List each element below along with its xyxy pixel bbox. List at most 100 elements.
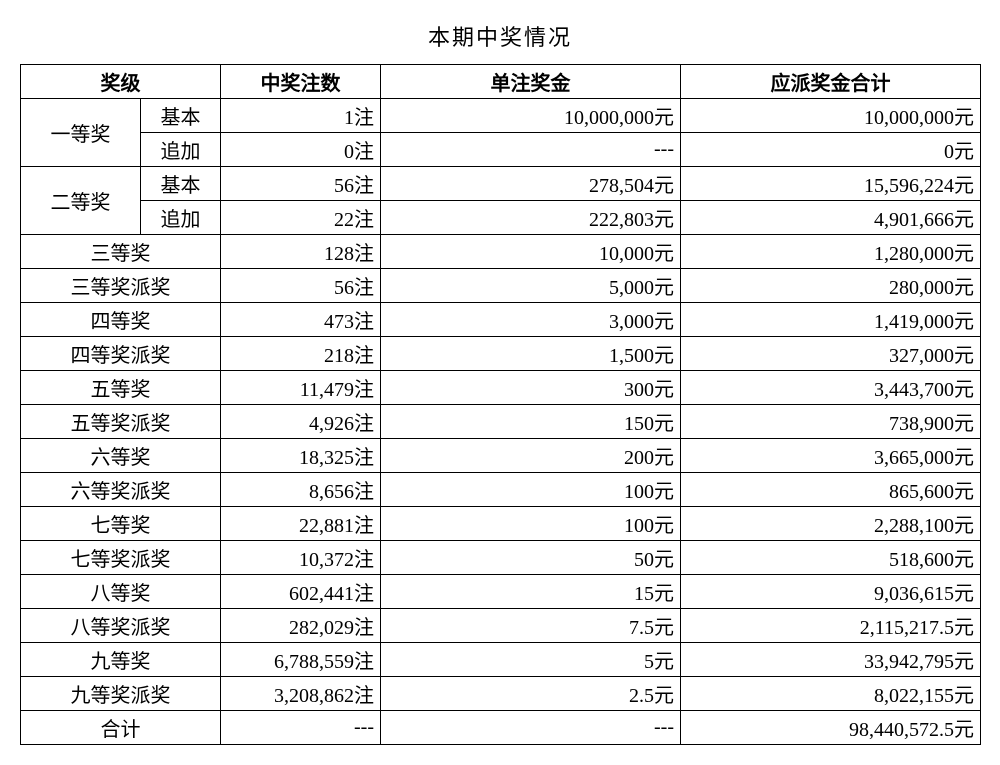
cell-unit: 5,000元 bbox=[381, 269, 681, 303]
cell-total: 9,036,615元 bbox=[681, 575, 981, 609]
table-row: 二等奖 基本 56注 278,504元 15,596,224元 bbox=[21, 167, 981, 201]
cell-total: 518,600元 bbox=[681, 541, 981, 575]
cell-total: 738,900元 bbox=[681, 405, 981, 439]
cell-count: 18,325注 bbox=[221, 439, 381, 473]
table-row: 六等奖 18,325注 200元 3,665,000元 bbox=[21, 439, 981, 473]
table-row: 三等奖派奖 56注 5,000元 280,000元 bbox=[21, 269, 981, 303]
cell-total: 98,440,572.5元 bbox=[681, 711, 981, 745]
level-basic: 基本 bbox=[141, 167, 221, 201]
cell-unit: 5元 bbox=[381, 643, 681, 677]
cell-count: --- bbox=[221, 711, 381, 745]
cell-total: 33,942,795元 bbox=[681, 643, 981, 677]
cell-level: 七等奖 bbox=[21, 507, 221, 541]
cell-unit: 150元 bbox=[381, 405, 681, 439]
cell-level: 合计 bbox=[21, 711, 221, 745]
cell-level: 五等奖派奖 bbox=[21, 405, 221, 439]
cell-count: 10,372注 bbox=[221, 541, 381, 575]
cell-total: 327,000元 bbox=[681, 337, 981, 371]
cell-unit: 10,000元 bbox=[381, 235, 681, 269]
cell-level: 三等奖派奖 bbox=[21, 269, 221, 303]
cell-total: 1,280,000元 bbox=[681, 235, 981, 269]
table-row: 六等奖派奖 8,656注 100元 865,600元 bbox=[21, 473, 981, 507]
cell-unit: 100元 bbox=[381, 507, 681, 541]
cell-unit: 15元 bbox=[381, 575, 681, 609]
cell-total: 2,288,100元 bbox=[681, 507, 981, 541]
cell-count: 3,208,862注 bbox=[221, 677, 381, 711]
table-row: 五等奖派奖 4,926注 150元 738,900元 bbox=[21, 405, 981, 439]
table-row: 追加 0注 --- 0元 bbox=[21, 133, 981, 167]
cell-total: 4,901,666元 bbox=[681, 201, 981, 235]
cell-unit: 300元 bbox=[381, 371, 681, 405]
table-row: 七等奖 22,881注 100元 2,288,100元 bbox=[21, 507, 981, 541]
table-row: 七等奖派奖 10,372注 50元 518,600元 bbox=[21, 541, 981, 575]
cell-unit: 2.5元 bbox=[381, 677, 681, 711]
cell-count: 11,479注 bbox=[221, 371, 381, 405]
table-row: 五等奖 11,479注 300元 3,443,700元 bbox=[21, 371, 981, 405]
page-title: 本期中奖情况 bbox=[20, 20, 980, 52]
cell-unit: 278,504元 bbox=[381, 167, 681, 201]
table-row: 四等奖派奖 218注 1,500元 327,000元 bbox=[21, 337, 981, 371]
table-row: 追加 22注 222,803元 4,901,666元 bbox=[21, 201, 981, 235]
cell-total: 8,022,155元 bbox=[681, 677, 981, 711]
cell-level: 五等奖 bbox=[21, 371, 221, 405]
header-level: 奖级 bbox=[21, 65, 221, 99]
cell-count: 56注 bbox=[221, 269, 381, 303]
cell-count: 22,881注 bbox=[221, 507, 381, 541]
cell-count: 282,029注 bbox=[221, 609, 381, 643]
cell-count: 128注 bbox=[221, 235, 381, 269]
cell-unit: 7.5元 bbox=[381, 609, 681, 643]
cell-level: 七等奖派奖 bbox=[21, 541, 221, 575]
table-row: 九等奖 6,788,559注 5元 33,942,795元 bbox=[21, 643, 981, 677]
cell-level: 四等奖 bbox=[21, 303, 221, 337]
cell-total: 3,665,000元 bbox=[681, 439, 981, 473]
cell-total: 15,596,224元 bbox=[681, 167, 981, 201]
cell-count: 602,441注 bbox=[221, 575, 381, 609]
cell-count: 473注 bbox=[221, 303, 381, 337]
cell-unit: --- bbox=[381, 133, 681, 167]
header-count: 中奖注数 bbox=[221, 65, 381, 99]
header-total: 应派奖金合计 bbox=[681, 65, 981, 99]
cell-level: 八等奖 bbox=[21, 575, 221, 609]
prize-table: 奖级 中奖注数 单注奖金 应派奖金合计 一等奖 基本 1注 10,000,000… bbox=[20, 64, 981, 745]
cell-level: 三等奖 bbox=[21, 235, 221, 269]
cell-unit: 200元 bbox=[381, 439, 681, 473]
cell-total: 1,419,000元 bbox=[681, 303, 981, 337]
cell-level: 四等奖派奖 bbox=[21, 337, 221, 371]
cell-unit: 10,000,000元 bbox=[381, 99, 681, 133]
level-basic: 基本 bbox=[141, 99, 221, 133]
level-add: 追加 bbox=[141, 201, 221, 235]
header-unit: 单注奖金 bbox=[381, 65, 681, 99]
level-add: 追加 bbox=[141, 133, 221, 167]
cell-unit: 3,000元 bbox=[381, 303, 681, 337]
level-first: 一等奖 bbox=[21, 99, 141, 167]
cell-total: 10,000,000元 bbox=[681, 99, 981, 133]
cell-unit: 1,500元 bbox=[381, 337, 681, 371]
cell-total: 3,443,700元 bbox=[681, 371, 981, 405]
cell-count: 218注 bbox=[221, 337, 381, 371]
cell-count: 0注 bbox=[221, 133, 381, 167]
table-row-total: 合计 --- --- 98,440,572.5元 bbox=[21, 711, 981, 745]
cell-unit: 100元 bbox=[381, 473, 681, 507]
level-second: 二等奖 bbox=[21, 167, 141, 235]
table-row: 九等奖派奖 3,208,862注 2.5元 8,022,155元 bbox=[21, 677, 981, 711]
cell-level: 六等奖 bbox=[21, 439, 221, 473]
cell-count: 56注 bbox=[221, 167, 381, 201]
cell-count: 22注 bbox=[221, 201, 381, 235]
cell-unit: --- bbox=[381, 711, 681, 745]
table-header-row: 奖级 中奖注数 单注奖金 应派奖金合计 bbox=[21, 65, 981, 99]
cell-unit: 50元 bbox=[381, 541, 681, 575]
cell-total: 280,000元 bbox=[681, 269, 981, 303]
cell-level: 八等奖派奖 bbox=[21, 609, 221, 643]
cell-total: 2,115,217.5元 bbox=[681, 609, 981, 643]
cell-total: 865,600元 bbox=[681, 473, 981, 507]
table-row: 四等奖 473注 3,000元 1,419,000元 bbox=[21, 303, 981, 337]
cell-level: 六等奖派奖 bbox=[21, 473, 221, 507]
cell-count: 6,788,559注 bbox=[221, 643, 381, 677]
table-row: 八等奖派奖 282,029注 7.5元 2,115,217.5元 bbox=[21, 609, 981, 643]
cell-count: 8,656注 bbox=[221, 473, 381, 507]
cell-count: 1注 bbox=[221, 99, 381, 133]
cell-count: 4,926注 bbox=[221, 405, 381, 439]
cell-level: 九等奖派奖 bbox=[21, 677, 221, 711]
cell-unit: 222,803元 bbox=[381, 201, 681, 235]
table-row: 三等奖 128注 10,000元 1,280,000元 bbox=[21, 235, 981, 269]
